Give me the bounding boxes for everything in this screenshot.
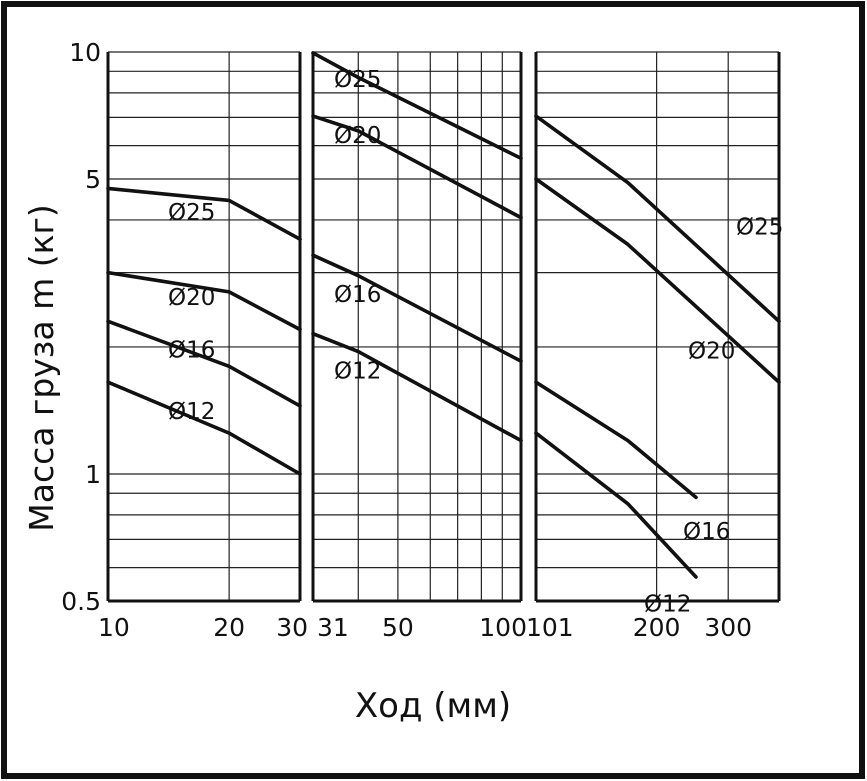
series-label: Ø25 (736, 214, 783, 240)
x-tick-label: 101 (526, 613, 574, 642)
series-label: Ø20 (334, 123, 381, 149)
y-axis-label: Масса груза m (кг) (22, 204, 61, 531)
series-labels: Ø25 Ø20 Ø16 Ø12 Ø25 Ø20 Ø16 Ø12 Ø25 Ø20 Ø16 Ø12 (168, 67, 783, 618)
x-tick-labels: 10 20 30 31 50 100 101 200 300 (98, 613, 752, 642)
x-tick-label: 10 (98, 613, 130, 642)
x-tick-label: 31 (317, 613, 349, 642)
x-axis-label: Ход (мм) (355, 686, 511, 726)
series-label: Ø25 (334, 67, 381, 93)
x-tick-label: 100 (479, 613, 527, 642)
series-label: Ø12 (644, 592, 691, 618)
series-line-Ø20 (106, 270, 302, 332)
series-label: Ø12 (334, 359, 381, 385)
series-line-Ø25 (311, 51, 523, 161)
series-line-Ø12 (106, 380, 302, 476)
x-tick-label: 50 (382, 613, 414, 642)
series-label: Ø16 (334, 282, 381, 308)
series-line-Ø12 (311, 331, 523, 443)
series-line-Ø12 (534, 431, 698, 579)
x-tick-label: 20 (213, 613, 245, 642)
series-label: Ø12 (168, 399, 215, 425)
series-label: Ø20 (688, 338, 735, 364)
y-tick-label: 0.5 (61, 587, 101, 616)
series-line-Ø16 (311, 253, 523, 363)
x-tick-label: 30 (276, 613, 308, 642)
x-tick-label: 300 (704, 613, 752, 642)
y-tick-label: 5 (85, 165, 101, 194)
series-line-Ø16 (534, 380, 698, 500)
series-line-Ø20 (534, 177, 781, 384)
series-label: Ø20 (168, 285, 215, 311)
series-line-Ø20 (311, 114, 523, 220)
series-line-Ø16 (106, 319, 302, 408)
y-tick-label: 1 (85, 460, 101, 489)
x-tick-label: 200 (633, 613, 681, 642)
panel-frames (106, 52, 781, 603)
y-tick-labels: 10 5 1 0.5 (61, 38, 101, 616)
series-label: Ø25 (168, 200, 215, 226)
series-label: Ø16 (683, 519, 730, 545)
series-line-Ø25 (534, 114, 781, 324)
series-curves (106, 51, 781, 579)
series-label: Ø16 (168, 337, 215, 363)
series-line-Ø25 (106, 186, 302, 241)
y-tick-label: 10 (69, 38, 101, 67)
